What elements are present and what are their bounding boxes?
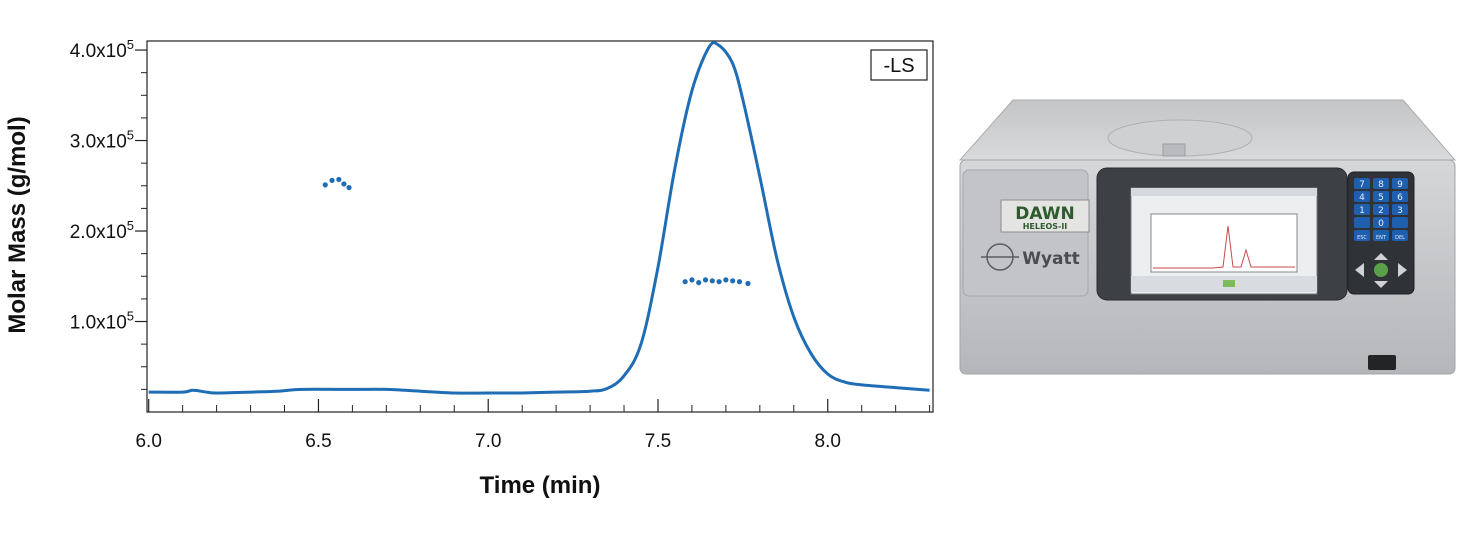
y-tick-label: 2.0x105 [70,218,134,243]
keypad-key [1392,217,1408,228]
keypad: 7 8 9 4 5 6 1 2 3 0 ESC ENT DEL [1354,178,1408,241]
molar-mass-point [689,277,695,283]
keypad-key [1354,217,1370,228]
x-axis-title: Time (min) [480,472,601,499]
x-tick-labels: 6.0 6.5 7.0 7.5 8.0 [135,431,840,452]
top-knob [1162,143,1186,157]
keypad-key [1354,204,1370,215]
x-tick-label: 6.5 [305,431,331,452]
x-major-ticks [148,399,829,412]
lcd-green-indicator [1223,280,1235,287]
x-tick-label: 7.0 [475,431,501,452]
keypad-key [1354,230,1370,241]
keypad-key-label: 6 [1397,193,1403,203]
brand-model: HELEOS-II [1023,222,1068,231]
keypad-key-label: 5 [1378,193,1384,203]
x-minor-ticks [182,405,931,412]
nav-up-icon [1374,253,1388,260]
lcd-menubar [1131,188,1317,196]
x-tick-label: 8.0 [815,431,841,452]
dawn-heleos-instrument-photo: DAWN HELEOS-II Wyatt 7 8 9 4 5 6 1 2 3 0 ESC ENT DEL [958,99,1457,375]
molar-mass-point [723,277,729,283]
molar-mass-point [341,181,347,187]
ls-trace-line [148,41,930,395]
molar-mass-point [329,177,335,183]
keypad-key [1392,204,1408,215]
keypad-key-label: ENT [1376,235,1387,241]
keypad-key [1373,178,1389,189]
legend-label: -LS [883,55,914,77]
keypad-key [1392,178,1408,189]
keypad-key [1373,204,1389,215]
molar-mass-point [322,182,328,188]
keypad-key [1354,178,1370,189]
brand-badge [1000,199,1090,233]
y-major-ticks [135,49,147,323]
molar-mass-point [702,277,709,283]
keypad-key [1373,217,1389,228]
molar-mass-point [745,280,751,287]
power-switch [1368,355,1396,370]
nav-right-icon [1398,263,1407,277]
legend-box [870,49,928,81]
keypad-key-label: 1 [1359,206,1365,216]
molar-mass-point [716,279,722,285]
molar-mass-point [346,184,352,191]
molar-mass-chart: 1.0x105 2.0x105 3.0x105 4.0x105 6.0 6.5 7.0 7.… [4,37,934,499]
molar-mass-point [709,278,715,284]
brand-name: DAWN [1015,204,1074,224]
y-tick-label: 3.0x105 [70,128,134,153]
y-tick-label: 1.0x105 [70,309,134,334]
x-tick-label: 7.5 [645,431,671,452]
molar-mass-point [696,280,702,286]
molar-mass-point [336,176,342,183]
nav-down-icon [1374,281,1388,288]
y-tick-label: 4.0x105 [70,37,134,62]
keypad-key-label: ESC [1357,235,1367,241]
molar-mass-point [682,279,688,285]
keypad-key-label: 3 [1397,206,1403,216]
plot-frame [146,40,934,413]
nav-center-button [1374,263,1388,277]
keypad-key [1392,230,1408,241]
molar-mass-point [730,278,736,284]
side-panel [962,169,1089,297]
series-layer [148,41,930,395]
legend: -LS [870,49,928,81]
keypad-key-label: 4 [1359,193,1365,203]
x-tick-label: 6.0 [135,431,161,452]
nav-left-icon [1355,263,1364,277]
keypad-key-label: 0 [1378,219,1384,229]
keypad-key-label: 8 [1378,180,1384,190]
y-axis-title: Molar Mass (g/mol) [4,116,31,333]
y-minor-ticks [141,72,147,390]
keypad-key [1392,191,1408,202]
keypad-key-label: DEL [1395,235,1405,241]
keypad-key-label: 9 [1397,180,1403,190]
molar-mass-point [736,279,743,285]
y-tick-labels: 1.0x105 2.0x105 3.0x105 4.0x105 [70,37,134,333]
keypad-key [1373,191,1389,202]
keypad-key [1354,191,1370,202]
maker-name: Wyatt [1022,249,1080,269]
keypad-key [1373,230,1389,241]
lcd-plot-area [1150,213,1298,273]
lcd-trace [1153,225,1295,269]
keypad-key-label: 2 [1378,206,1384,216]
keypad-key-label: 7 [1359,180,1365,190]
